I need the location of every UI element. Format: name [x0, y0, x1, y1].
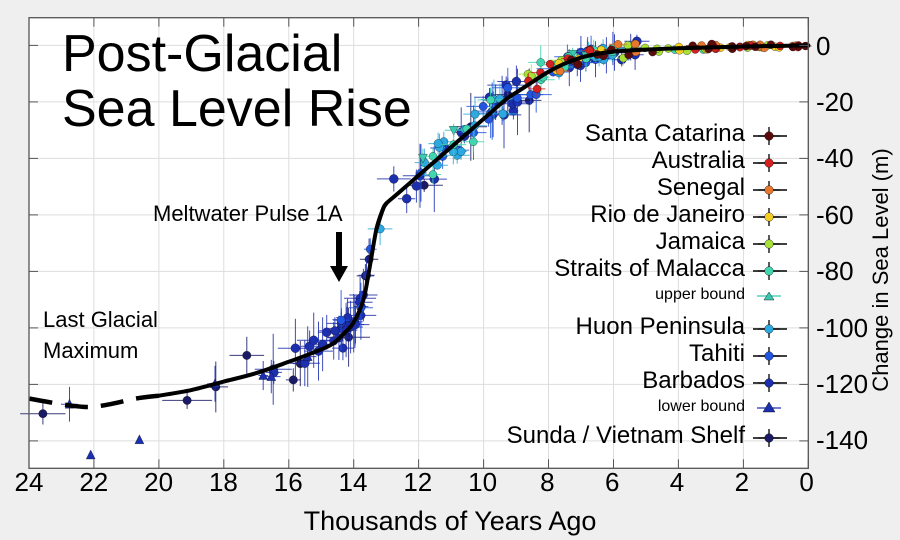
svg-text:16: 16	[274, 467, 303, 497]
svg-text:Senegal: Senegal	[657, 174, 745, 201]
svg-text:Santa Catarina: Santa Catarina	[585, 120, 746, 147]
svg-text:Barbados: Barbados	[642, 367, 745, 394]
svg-text:-80: -80	[816, 256, 854, 286]
svg-text:-20: -20	[816, 87, 854, 117]
svg-text:Post-Glacial: Post-Glacial	[62, 25, 342, 83]
svg-text:Jamaica: Jamaica	[656, 228, 746, 255]
svg-text:-100: -100	[816, 313, 868, 343]
svg-text:4: 4	[670, 467, 684, 497]
svg-text:2: 2	[735, 467, 749, 497]
svg-text:upper bound: upper bound	[655, 286, 745, 303]
svg-text:0: 0	[816, 31, 830, 61]
svg-text:18: 18	[209, 467, 238, 497]
svg-text:12: 12	[403, 467, 432, 497]
svg-text:Thousands of Years Ago: Thousands of Years Ago	[304, 506, 597, 536]
svg-text:0: 0	[799, 467, 813, 497]
svg-text:Sea Level Rise: Sea Level Rise	[62, 80, 412, 138]
svg-text:Maximum: Maximum	[43, 338, 138, 363]
svg-text:Australia: Australia	[652, 147, 746, 174]
svg-text:Tahiti: Tahiti	[689, 340, 745, 367]
svg-text:20: 20	[144, 467, 173, 497]
svg-text:14: 14	[339, 467, 368, 497]
svg-text:Rio de Janeiro: Rio de Janeiro	[590, 201, 745, 228]
svg-text:Meltwater Pulse 1A: Meltwater Pulse 1A	[153, 201, 343, 226]
svg-text:8: 8	[540, 467, 554, 497]
svg-text:-40: -40	[816, 143, 854, 173]
svg-text:-120: -120	[816, 369, 868, 399]
svg-text:Change in Sea Level (m): Change in Sea Level (m)	[868, 148, 893, 391]
svg-text:22: 22	[79, 467, 108, 497]
svg-text:6: 6	[605, 467, 619, 497]
svg-text:Sunda / Vietnam Shelf: Sunda / Vietnam Shelf	[507, 422, 746, 449]
svg-text:Huon Peninsula: Huon Peninsula	[576, 313, 746, 340]
svg-text:-140: -140	[816, 425, 868, 455]
svg-text:10: 10	[468, 467, 497, 497]
svg-text:Straits of Malacca: Straits of Malacca	[554, 255, 745, 282]
svg-text:24: 24	[15, 467, 44, 497]
svg-text:Last Glacial: Last Glacial	[43, 307, 158, 332]
svg-text:lower bound: lower bound	[658, 398, 745, 415]
svg-text:-60: -60	[816, 200, 854, 230]
